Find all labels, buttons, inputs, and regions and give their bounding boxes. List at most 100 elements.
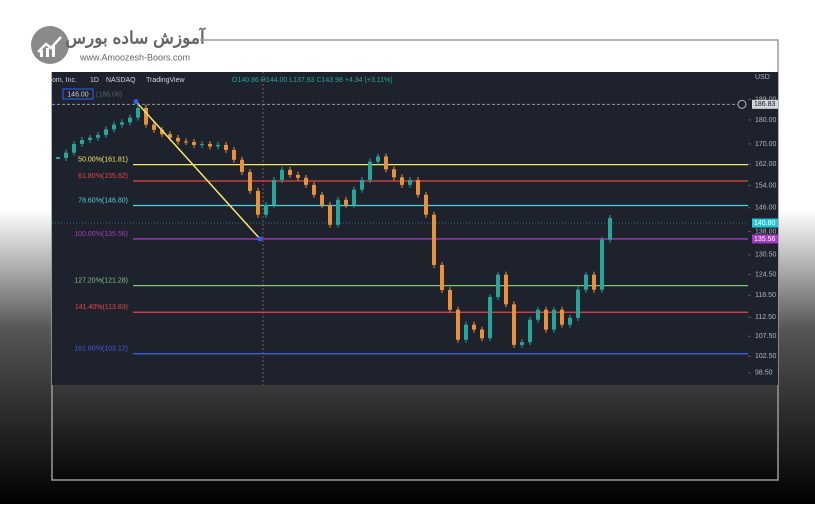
candle: [344, 199, 348, 205]
candle: [280, 169, 284, 180]
chart-area: [52, 72, 778, 385]
candle: [480, 329, 484, 339]
candle: [232, 149, 236, 160]
candle: [176, 137, 180, 142]
fib-label: 78.60%(146.80): [78, 197, 128, 204]
candle: [584, 274, 588, 290]
y-tick-label: 112.50: [755, 314, 776, 321]
candle: [400, 177, 404, 185]
candle: [64, 152, 68, 158]
candle: [240, 159, 244, 173]
candle: [256, 190, 260, 215]
symbol: om, Inc.: [52, 77, 77, 84]
candle: [208, 143, 212, 147]
price-badge: [752, 99, 778, 109]
candle: [160, 129, 164, 135]
candle: [536, 309, 540, 320]
candle: [88, 137, 92, 141]
candle: [136, 108, 140, 118]
y-tick-label: 118.50: [755, 292, 776, 299]
fib-label: 141.40%(113.83): [75, 304, 128, 311]
candle: [512, 304, 516, 345]
price-badge-label: 135.56: [754, 236, 776, 243]
candle: [456, 309, 460, 340]
candle: [472, 324, 476, 330]
candle: [248, 172, 252, 191]
candle: [440, 264, 444, 291]
candle: [368, 161, 372, 180]
candle: [168, 134, 172, 138]
y-tick-label: 124.50: [755, 271, 777, 278]
trend-handle: [133, 99, 139, 105]
candle: [384, 156, 388, 170]
candle: [144, 108, 148, 125]
candle: [192, 141, 196, 145]
candle: [504, 274, 508, 305]
trend-handle: [257, 236, 263, 242]
candle: [392, 169, 396, 178]
logo-icon: [31, 26, 69, 64]
candle: [80, 140, 84, 144]
candle: [376, 156, 380, 162]
candle: [216, 144, 220, 147]
candle: [304, 177, 308, 185]
fib-label: 100.00%(135.56): [74, 231, 128, 238]
candle: [96, 134, 100, 138]
candle: [200, 143, 204, 145]
candle: [416, 179, 420, 195]
fib-anchor-label: (188.06): [96, 91, 122, 98]
y-tick-label: 138.00: [755, 228, 777, 235]
trend-line: [135, 101, 261, 240]
candle: [152, 124, 156, 130]
price-badge-label: 186.83: [754, 101, 776, 108]
candle: [360, 179, 364, 190]
candle: [576, 289, 580, 318]
frame-fill: [53, 385, 777, 479]
candle: [432, 214, 436, 265]
y-tick-label: 154.00: [755, 182, 777, 189]
left-badge: 146.00: [67, 91, 89, 98]
y-tick-label: 189.00: [755, 96, 777, 103]
price-badge-label: 140.80: [754, 220, 776, 227]
candle: [320, 194, 324, 205]
fib-label: 50.00%(161.81): [78, 157, 128, 164]
fib-label: 161.80%(103.12): [74, 346, 128, 353]
candle: [424, 194, 428, 215]
price-badge: [752, 234, 778, 244]
candle: [296, 174, 300, 178]
plus-button: [737, 99, 747, 109]
candle: [312, 184, 316, 195]
y-tick-label: 146.00: [755, 205, 777, 212]
logo-title: آموزش ساده بورس: [65, 26, 206, 48]
y-tick-label: 170.00: [755, 141, 777, 148]
candle: [528, 319, 532, 343]
fib-label: 127.20%(121.28): [74, 277, 128, 284]
currency: USD: [755, 74, 770, 81]
y-tick-label: 98.50: [755, 370, 773, 377]
candle: [488, 297, 492, 339]
price-badge: [752, 218, 778, 228]
candle: [104, 129, 108, 135]
fib-label: 61.80%(155.62): [78, 173, 128, 180]
y-tick-label: 180.00: [755, 117, 777, 124]
candle: [408, 179, 412, 185]
candle: [352, 189, 356, 205]
candle: [608, 217, 612, 240]
candle: [336, 199, 340, 225]
candle: [272, 179, 276, 205]
y-tick-label: 130.50: [755, 252, 777, 259]
y-tick-label: 162.00: [755, 161, 777, 168]
candle: [112, 124, 116, 130]
y-tick-label: 107.50: [755, 333, 777, 340]
interval: 1D: [90, 77, 99, 84]
candle: [288, 169, 292, 175]
candle: [120, 122, 124, 125]
exchange: NASDAQ: [106, 77, 136, 84]
logo-url: www.Amoozesh-Boors.com: [79, 52, 190, 62]
candle: [560, 309, 564, 325]
candle: [568, 317, 572, 325]
y-tick-label: 102.50: [755, 353, 777, 360]
candle: [464, 324, 468, 340]
